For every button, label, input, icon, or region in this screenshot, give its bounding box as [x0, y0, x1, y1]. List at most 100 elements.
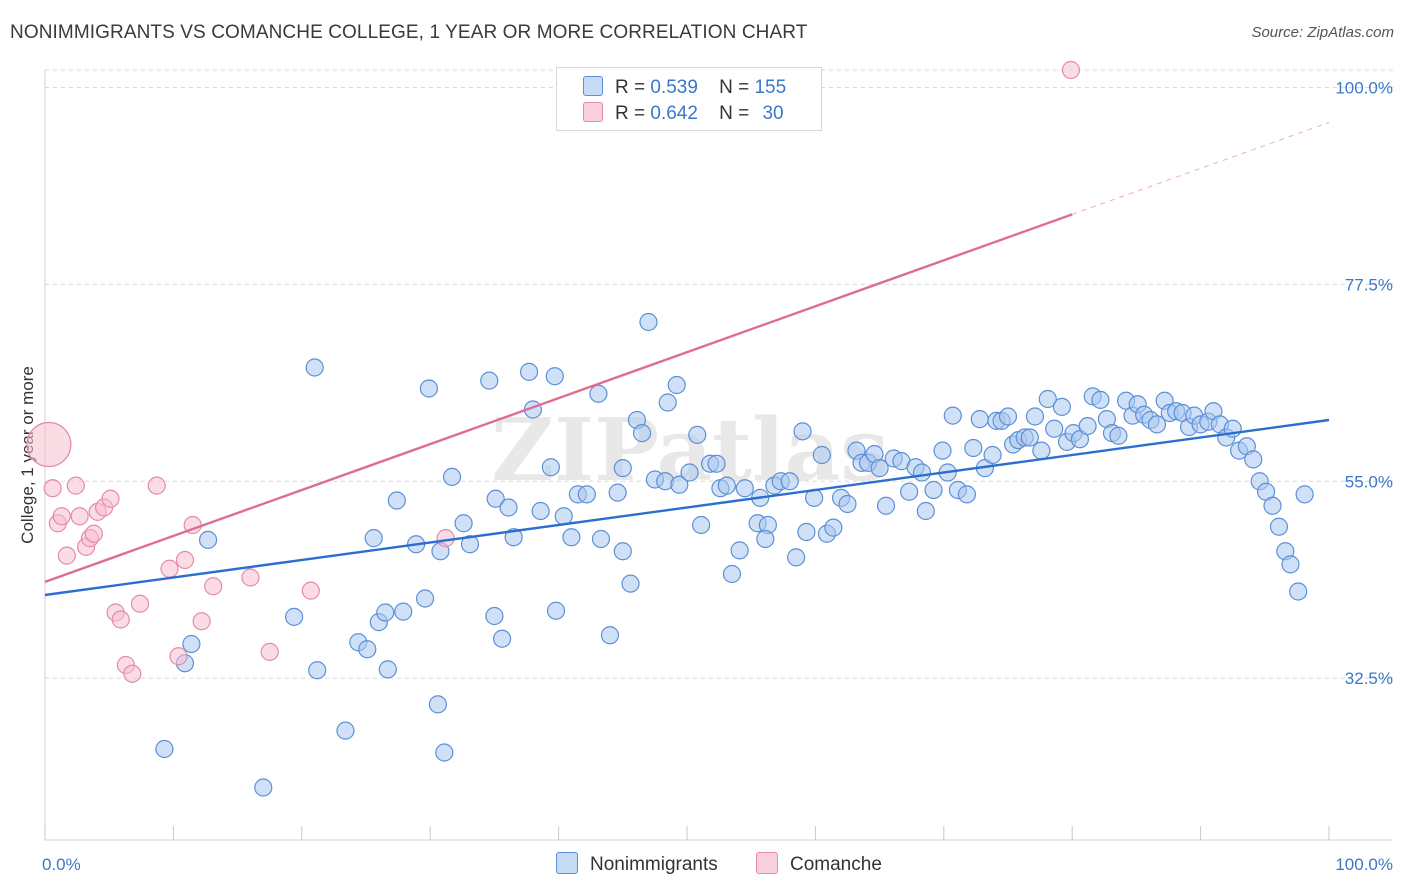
- nonimmigrants-point: [415, 589, 435, 608]
- bottom-legend-nonimmigrants: Nonimmigrants: [556, 852, 718, 876]
- nonimmigrants-point: [182, 634, 201, 654]
- nonimmigrants-point: [419, 379, 439, 398]
- nonimmigrants-point: [658, 393, 677, 412]
- nonimmigrants-point: [756, 529, 775, 549]
- comanche-point: [101, 489, 120, 508]
- nonimmigrants-point: [1038, 389, 1057, 409]
- nonimmigrants-point: [155, 739, 174, 759]
- nonimmigrants-point: [735, 479, 754, 498]
- nonimmigrants-point: [787, 548, 806, 567]
- comanche-point: [301, 581, 320, 600]
- legend-n-value: 30: [762, 103, 784, 124]
- nonimmigrants-point: [613, 459, 632, 478]
- comanche-point: [57, 546, 76, 565]
- nonimmigrants-point: [428, 695, 448, 714]
- nonimmigrants-point: [722, 564, 742, 584]
- nonimmigrants-point: [957, 485, 977, 504]
- nonimmigrants-point: [394, 602, 413, 621]
- nonimmigrants-point: [305, 358, 324, 377]
- nonimmigrants-point: [480, 371, 499, 390]
- bottom-legend-label: Nonimmigrants: [590, 854, 718, 875]
- nonimmigrants-point: [1147, 415, 1167, 434]
- nonimmigrants-point: [376, 603, 395, 622]
- nonimmigrants-point: [387, 491, 406, 510]
- nonimmigrants-point: [964, 438, 983, 458]
- nonimmigrants-point: [680, 463, 699, 482]
- nonimmigrants-point: [1025, 407, 1045, 426]
- nonimmigrants-point: [870, 459, 889, 478]
- legend-r-label: R =: [615, 77, 646, 98]
- nonimmigrants-point: [486, 489, 505, 508]
- nonimmigrants-point: [546, 601, 566, 620]
- source-label: Source: ZipAtlas.com: [1251, 24, 1394, 41]
- nonimmigrants-point: [562, 528, 581, 547]
- bottom-legend-label: Comanche: [790, 854, 882, 875]
- nonimmigrants-point: [308, 661, 327, 680]
- legend-r-value: 0.539: [650, 77, 698, 98]
- comanche-point: [111, 610, 130, 629]
- nonimmigrants-point: [970, 410, 989, 429]
- nonimmigrants-point: [912, 463, 932, 482]
- x-tick-label-start: 0.0%: [42, 855, 81, 874]
- nonimmigrants-point: [670, 475, 689, 494]
- nonimmigrants-point: [554, 507, 573, 526]
- nonimmigrants-point: [531, 501, 550, 521]
- nonimmigrants-point: [541, 458, 560, 477]
- nonimmigrants-point: [632, 424, 652, 443]
- correlation-legend: R = 0.539 N = 155 R = 0.642 N = 30: [556, 67, 822, 131]
- nonimmigrants-point: [824, 518, 843, 537]
- comanche-point: [204, 577, 223, 596]
- x-tick-label-end: 100.0%: [1335, 855, 1393, 874]
- nonimmigrants-point: [1032, 441, 1051, 460]
- nonimmigrants-point: [1020, 428, 1039, 447]
- bottom-legend-swatch-blue: [556, 852, 578, 874]
- nonimmigrants-point: [336, 721, 355, 740]
- nonimmigrants-trend-line: [44, 418, 1330, 597]
- nonimmigrants-point: [1263, 496, 1282, 515]
- nonimmigrants-point: [454, 514, 473, 533]
- nonimmigrants-point: [692, 515, 711, 535]
- nonimmigrants-point: [1109, 426, 1128, 445]
- legend-r-value: 0.642: [650, 103, 698, 124]
- nonimmigrants-point: [1281, 555, 1300, 574]
- nonimmigrants-point: [812, 445, 831, 465]
- y-tick-label: 55.0%: [1345, 472, 1393, 491]
- nonimmigrants-point: [435, 743, 454, 762]
- nonimmigrants-point: [838, 494, 857, 514]
- nonimmigrants-point: [730, 541, 749, 560]
- legend-n-label: N =: [719, 77, 750, 98]
- nonimmigrants-point: [916, 501, 935, 521]
- trend-lines: [44, 122, 1330, 597]
- nonimmigrants-point: [493, 629, 512, 648]
- comanche-point: [147, 476, 166, 495]
- comanche-point: [70, 507, 89, 526]
- legend-swatch-pink: [583, 102, 603, 122]
- nonimmigrants-point: [577, 485, 596, 504]
- nonimmigrants-point: [639, 312, 658, 332]
- nonimmigrants-point: [1289, 582, 1308, 601]
- nonimmigrants-point: [519, 362, 539, 381]
- tick-labels: 32.5% 55.0% 77.5% 100.0% 0.0% 100.0%: [42, 79, 1393, 875]
- comanche-point: [436, 529, 455, 548]
- nonimmigrants-point: [793, 422, 812, 441]
- series-comanche: [26, 60, 1081, 683]
- nonimmigrants-point: [499, 498, 518, 517]
- nonimmigrants-point: [589, 384, 608, 403]
- nonimmigrants-point: [504, 528, 523, 547]
- y-tick-label: 32.5%: [1345, 669, 1393, 688]
- comanche-point: [241, 568, 260, 587]
- nonimmigrants-point: [900, 482, 919, 501]
- comanche-point: [260, 642, 279, 661]
- comanche-point: [1061, 60, 1081, 80]
- legend-swatch-blue: [583, 76, 603, 96]
- nonimmigrants-point: [485, 606, 504, 626]
- comanche-point: [169, 647, 188, 666]
- nonimmigrants-point: [254, 778, 273, 797]
- nonimmigrants-point: [198, 530, 218, 549]
- nonimmigrants-point: [780, 472, 799, 491]
- nonimmigrants-point: [1295, 485, 1314, 504]
- comanche-point: [130, 594, 150, 613]
- legend-row-comanche: R = 0.642 N = 30: [583, 102, 784, 126]
- bottom-legend-swatch-pink: [756, 852, 778, 874]
- nonimmigrants-point: [983, 445, 1002, 465]
